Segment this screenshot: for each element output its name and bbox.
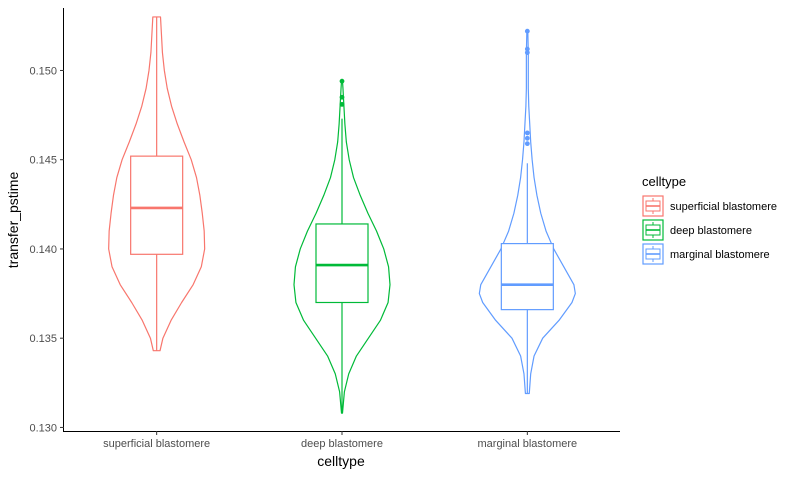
x-tick-label: marginal blastomere xyxy=(478,438,578,450)
y-tick-label: 0.135 xyxy=(29,333,57,345)
legend-label: superficial blastomere xyxy=(670,201,777,213)
outlier-point xyxy=(525,141,530,146)
outlier-point xyxy=(525,136,530,141)
y-tick-label: 0.140 xyxy=(29,244,57,256)
box-iqr xyxy=(316,224,368,303)
y-axis-ticks: 0.130 0.135 0.140 0.145 0.150 xyxy=(29,65,64,434)
outlier-point xyxy=(525,47,530,52)
x-axis-ticks: superficial blastomere deep blastomere mar… xyxy=(103,431,577,450)
legend-title: celltype xyxy=(642,174,686,189)
outlier-point xyxy=(340,79,345,84)
violin-group xyxy=(479,29,575,394)
violin-group xyxy=(109,17,205,351)
violin-group xyxy=(294,79,390,413)
legend-key xyxy=(643,220,663,240)
outlier-point xyxy=(525,29,530,34)
y-tick-label: 0.130 xyxy=(29,422,57,434)
y-axis-title: transfer_pstime xyxy=(5,172,21,269)
x-tick-label: superficial blastomere xyxy=(103,438,210,450)
box-iqr xyxy=(501,244,553,310)
plot-area xyxy=(109,17,576,413)
x-tick-label: deep blastomere xyxy=(301,438,383,450)
outlier-point xyxy=(340,95,345,100)
outlier-point xyxy=(525,131,530,136)
y-tick-label: 0.145 xyxy=(29,155,57,167)
box-iqr xyxy=(131,156,183,254)
legend-label: deep blastomere xyxy=(670,225,752,237)
legend-key xyxy=(643,196,663,216)
legend-key xyxy=(643,244,663,264)
legend-label: marginal blastomere xyxy=(670,249,770,261)
legend: celltype superficial blastomere deep blas… xyxy=(642,174,777,264)
x-axis-title: celltype xyxy=(317,453,365,469)
outlier-point xyxy=(340,102,345,107)
y-tick-label: 0.150 xyxy=(29,65,57,77)
